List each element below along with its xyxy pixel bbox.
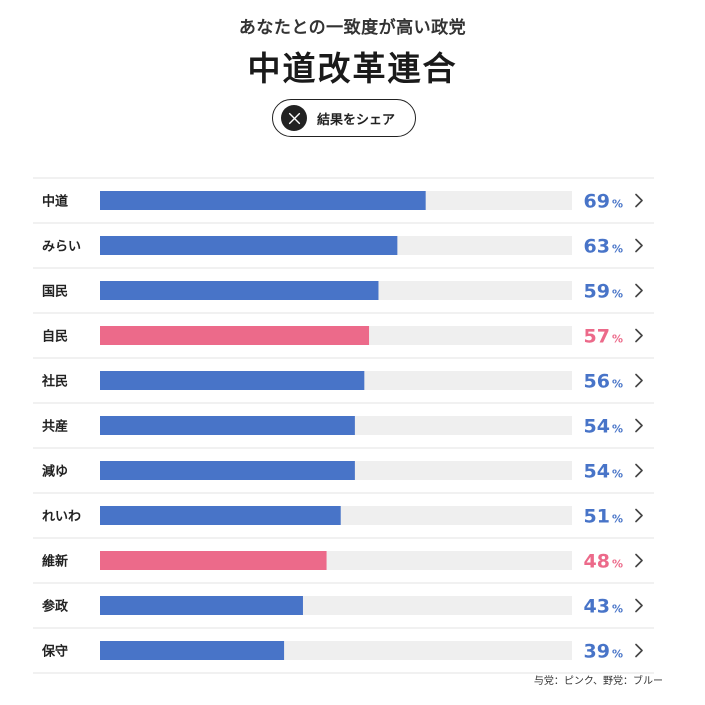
bar xyxy=(100,551,327,570)
value-unit: % xyxy=(612,558,623,571)
value-unit: % xyxy=(612,333,623,346)
value-label: 39 xyxy=(584,641,610,663)
chevron-right-icon[interactable] xyxy=(635,553,643,568)
chevron-right-icon[interactable] xyxy=(635,238,643,253)
value-label: 43 xyxy=(584,596,610,618)
value-label: 56 xyxy=(584,371,610,393)
chevron-right-icon[interactable] xyxy=(635,283,643,298)
bar xyxy=(100,461,355,480)
bar xyxy=(100,596,303,615)
party-label: 社民 xyxy=(41,374,68,390)
value-label: 48 xyxy=(584,551,610,573)
share-button[interactable]: 結果をシェア xyxy=(272,99,416,137)
value-label: 69 xyxy=(584,191,610,213)
chevron-right-icon[interactable] xyxy=(635,598,643,613)
value-unit: % xyxy=(612,378,623,391)
value-unit: % xyxy=(612,603,623,616)
party-label: 自民 xyxy=(42,329,68,345)
party-label: 減ゆ xyxy=(42,464,68,480)
value-label: 57 xyxy=(584,326,610,348)
bar xyxy=(100,191,426,210)
value-unit: % xyxy=(612,648,623,661)
party-label: 国民 xyxy=(42,285,68,300)
party-label: れいわ xyxy=(42,510,81,525)
bar xyxy=(100,416,355,435)
value-unit: % xyxy=(612,423,623,436)
party-label: 共産 xyxy=(42,419,68,435)
value-unit: % xyxy=(612,243,623,256)
value-label: 54 xyxy=(584,461,610,483)
chevron-right-icon[interactable] xyxy=(635,643,643,658)
value-unit: % xyxy=(612,513,623,526)
value-label: 59 xyxy=(584,281,610,303)
chevron-right-icon[interactable] xyxy=(635,418,643,433)
party-label: 維新 xyxy=(42,554,68,570)
party-label: 保守 xyxy=(41,644,68,660)
value-label: 54 xyxy=(584,416,610,438)
value-label: 63 xyxy=(584,236,610,258)
chevron-right-icon[interactable] xyxy=(635,373,643,388)
x-logo-icon xyxy=(281,105,307,131)
party-label: みらい xyxy=(42,240,81,255)
party-label: 中道 xyxy=(42,194,68,210)
chevron-right-icon[interactable] xyxy=(635,328,643,343)
bar xyxy=(100,641,285,660)
bar xyxy=(100,236,398,255)
value-unit: % xyxy=(612,288,623,301)
value-unit: % xyxy=(612,468,623,481)
value-unit: % xyxy=(612,198,623,211)
party-label: 参政 xyxy=(42,599,69,615)
chevron-right-icon[interactable] xyxy=(635,193,643,208)
value-label: 51 xyxy=(584,506,610,528)
subtitle: あなたとの一致度が高い政党 xyxy=(238,18,467,38)
page-title: 中道改革連合 xyxy=(247,49,458,88)
chevron-right-icon[interactable] xyxy=(635,463,643,478)
bar xyxy=(100,326,370,345)
bar xyxy=(100,281,379,300)
bar xyxy=(100,506,341,525)
legend-footnote: 与党：ピンク、野党：ブルー xyxy=(533,676,663,687)
share-label: 結果をシェア xyxy=(317,112,396,128)
chevron-right-icon[interactable] xyxy=(635,508,643,523)
bar xyxy=(100,371,365,390)
